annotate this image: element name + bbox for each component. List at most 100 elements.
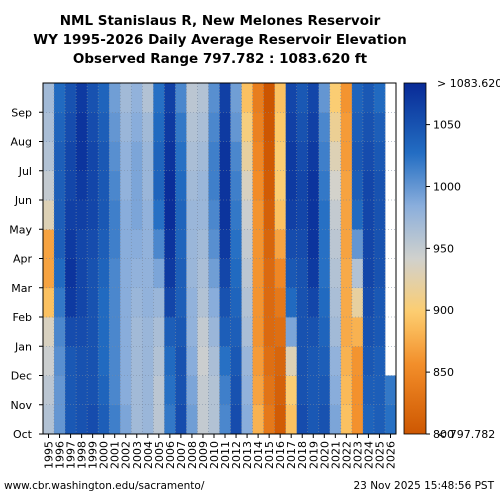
heatmap-cell — [109, 346, 121, 376]
heatmap-cell — [362, 346, 375, 376]
heatmap-cell — [263, 258, 276, 289]
heatmap-cell — [241, 375, 253, 406]
heatmap-cell — [98, 317, 110, 347]
heatmap-cell — [76, 112, 88, 142]
heatmap-cell — [274, 83, 287, 113]
heatmap-cell — [340, 170, 353, 201]
heatmap-cell — [65, 83, 77, 113]
heatmap-cell — [142, 258, 154, 289]
heatmap-cell — [329, 229, 342, 259]
heatmap-cell — [219, 200, 231, 230]
heatmap-cell — [54, 200, 66, 230]
heatmap-cell — [252, 141, 265, 172]
y-tick-label: Dec — [11, 370, 32, 383]
heatmap-cell — [153, 375, 165, 406]
heatmap-cell — [65, 375, 77, 406]
heatmap-cell — [120, 170, 132, 201]
heatmap-cell — [263, 375, 276, 406]
heatmap-cell — [318, 375, 331, 406]
heatmap-cell — [230, 287, 242, 318]
heatmap-cell — [318, 346, 331, 376]
heatmap-cell — [43, 404, 55, 435]
heatmap-cell — [208, 200, 220, 230]
heatmap-cell — [197, 83, 209, 113]
colorbar-tick-label: 800 — [433, 428, 454, 441]
y-tick-label: Apr — [13, 253, 33, 266]
x-tick-label: 2003 — [131, 441, 144, 469]
heatmap-cell — [109, 112, 121, 142]
heatmap-cell — [362, 375, 375, 406]
heatmap-cell — [98, 258, 110, 289]
heatmap-cell — [362, 404, 375, 435]
heatmap-cell — [142, 404, 154, 435]
heatmap-cell — [373, 258, 386, 289]
heatmap-cell — [131, 141, 143, 172]
heatmap-cell — [153, 287, 165, 318]
heatmap-cell — [373, 112, 386, 142]
x-tick-label: 2018 — [296, 441, 309, 469]
heatmap-cell — [362, 83, 375, 113]
heatmap-cell — [131, 229, 143, 259]
heatmap-cell — [186, 258, 198, 289]
y-tick-label: Aug — [11, 136, 32, 149]
heatmap-cell — [219, 83, 231, 113]
heatmap-cell — [241, 287, 253, 318]
heatmap-cell — [65, 229, 77, 259]
heatmap-cell — [307, 404, 320, 435]
heatmap-cell — [87, 141, 99, 172]
heatmap-cell — [340, 141, 353, 172]
x-tick-label: 2004 — [142, 441, 155, 469]
heatmap-cell — [296, 200, 309, 230]
heatmap-cell — [164, 141, 176, 172]
heatmap-cell — [54, 404, 66, 435]
y-tick-label: Jun — [14, 194, 32, 207]
heatmap-cell — [274, 258, 287, 289]
heatmap-cell — [318, 229, 331, 259]
y-tick-label: Sep — [11, 106, 32, 119]
heatmap-cell — [219, 229, 231, 259]
x-tick-label: 2013 — [241, 441, 254, 469]
heatmap-cell — [197, 317, 209, 347]
heatmap-cell — [307, 346, 320, 376]
heatmap-cell — [175, 170, 187, 201]
x-tick-label: 2005 — [153, 441, 166, 469]
heatmap-cell — [351, 141, 364, 172]
heatmap-cell — [186, 141, 198, 172]
heatmap-cell — [164, 346, 176, 376]
heatmap-cell — [230, 83, 242, 113]
heatmap-cell — [274, 317, 287, 347]
heatmap-cell — [351, 200, 364, 230]
heatmap-cell — [109, 170, 121, 201]
heatmap-cell — [120, 317, 132, 347]
heatmap-cell — [219, 287, 231, 318]
heatmap-cell — [241, 112, 253, 142]
heatmap-cell — [142, 112, 154, 142]
heatmap-cell — [153, 170, 165, 201]
heatmap-cell — [164, 229, 176, 259]
heatmap-cell — [296, 229, 309, 259]
heatmap-cell — [285, 112, 298, 142]
heatmap-cell — [153, 112, 165, 142]
heatmap-cell — [87, 346, 99, 376]
x-tick-label: 2014 — [252, 441, 265, 469]
heatmap-cell — [54, 317, 66, 347]
heatmap-cell — [175, 317, 187, 347]
heatmap-cell — [208, 258, 220, 289]
heatmap-cell — [329, 83, 342, 113]
heatmap-cell — [87, 83, 99, 113]
colorbar-top-label: > 1083.620 — [437, 77, 500, 90]
heatmap-cell — [43, 200, 55, 230]
y-tick-label: May — [9, 223, 32, 236]
heatmap-cell — [109, 200, 121, 230]
heatmap-cell — [252, 170, 265, 201]
heatmap-cell — [274, 141, 287, 172]
x-tick-label: 1998 — [76, 441, 89, 469]
heatmap-cell — [109, 258, 121, 289]
heatmap-cell — [329, 141, 342, 172]
heatmap-cell — [153, 258, 165, 289]
heatmap-cell — [263, 141, 276, 172]
heatmap-cell — [164, 170, 176, 201]
heatmap-cell — [175, 258, 187, 289]
heatmap-cell — [351, 229, 364, 259]
heatmap-cell — [340, 375, 353, 406]
